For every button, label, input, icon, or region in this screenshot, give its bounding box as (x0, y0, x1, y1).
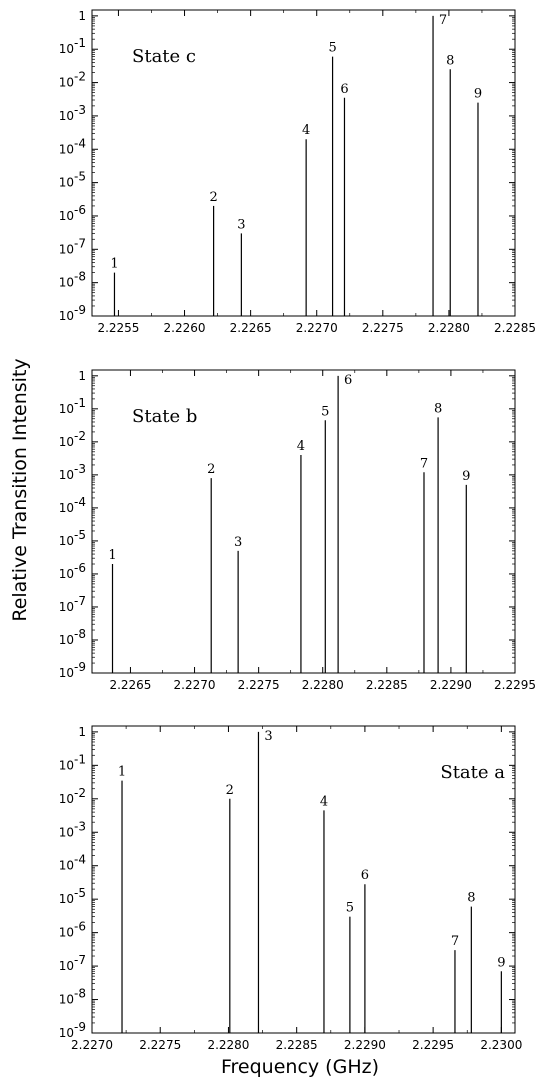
y-tick-label: 10-8 (59, 987, 86, 1007)
peak-label-8: 8 (434, 401, 442, 416)
x-tick-label: 2.2285 (366, 678, 408, 692)
y-tick-label: 10-9 (59, 303, 86, 323)
y-tick-label: 10-8 (59, 627, 86, 647)
chart-panel-1: 10-9 10-8 10-7 10-6 10-5 10-4 10-3 10-2 10-1 1 2.2… (59, 9, 536, 335)
peak-label-1: 1 (110, 257, 118, 272)
y-tick-label: 10-7 (59, 953, 86, 973)
y-tick-label: 10-5 (59, 886, 86, 906)
y-tick-label: 10-7 (59, 594, 86, 614)
x-tick-label: 2.2295 (412, 1038, 454, 1052)
peak-label-4: 4 (320, 794, 328, 809)
peak-label-6: 6 (340, 82, 348, 97)
y-tick-label: 10-6 (59, 920, 86, 940)
y-tick-label: 10-1 (59, 752, 86, 772)
peak-label-3: 3 (234, 535, 242, 550)
x-tick-label: 2.2265 (109, 678, 151, 692)
x-tick-label: 2.2295 (494, 678, 536, 692)
peak-label-4: 4 (297, 439, 305, 454)
y-tick-label: 10-1 (59, 396, 86, 416)
y-tick-label: 10-2 (59, 786, 86, 806)
x-tick-label: 2.2285 (276, 1038, 318, 1052)
y-tick-label: 10-4 (59, 136, 86, 156)
x-tick-label: 2.2290 (344, 1038, 386, 1052)
peak-label-2: 2 (209, 190, 217, 205)
y-tick-label: 10-2 (59, 70, 86, 90)
x-tick-label: 2.2280 (302, 678, 344, 692)
peak-label-2: 2 (207, 462, 215, 477)
x-tick-label: 2.2275 (362, 321, 404, 335)
peak-label-5: 5 (321, 404, 329, 419)
peak-label-9: 9 (497, 955, 505, 970)
peak-label-1: 1 (118, 765, 126, 780)
x-tick-label: 2.2265 (230, 321, 272, 335)
y-tick-label: 10-6 (59, 561, 86, 581)
peak-label-9: 9 (474, 87, 482, 102)
x-tick-label: 2.2290 (430, 678, 472, 692)
peak-label-4: 4 (302, 123, 310, 138)
x-tick-label: 2.2275 (139, 1038, 181, 1052)
y-tick-label: 10-5 (59, 170, 86, 190)
y-tick-label: 10-5 (59, 528, 86, 548)
x-tick-label: 2.2270 (71, 1038, 113, 1052)
y-tick-label: 10-8 (59, 270, 86, 290)
y-tick-label: 10-1 (59, 36, 86, 56)
x-tick-label: 2.2275 (238, 678, 280, 692)
peak-label-7: 7 (451, 934, 459, 949)
x-axis-label: Frequency (GHz) (220, 1056, 379, 1078)
plot-frame (91, 9, 516, 317)
peak-label-1: 1 (108, 548, 116, 563)
state-label: State c (132, 46, 196, 67)
plot-frame (91, 369, 516, 674)
peak-label-3: 3 (264, 729, 272, 744)
y-axis-label-wrap: Relative Transition Intensity (0, 280, 40, 700)
y-tick-label: 10-4 (59, 495, 86, 515)
peak-label-3: 3 (237, 217, 245, 232)
y-tick-label: 10-6 (59, 203, 86, 223)
y-tick-label: 10-3 (59, 462, 86, 482)
y-tick-label: 1 (78, 725, 86, 739)
x-tick-label: 2.2270 (174, 678, 216, 692)
peak-label-8: 8 (446, 53, 454, 68)
x-tick-label: 2.2285 (494, 321, 536, 335)
peak-label-7: 7 (420, 456, 428, 471)
y-tick-label: 1 (78, 369, 86, 383)
peak-label-9: 9 (462, 469, 470, 484)
plot-frame (91, 725, 516, 1034)
y-tick-label: 10-3 (59, 103, 86, 123)
x-tick-label: 2.2300 (480, 1038, 522, 1052)
y-tick-label: 10-4 (59, 853, 86, 873)
x-tick-label: 2.2270 (296, 321, 338, 335)
y-tick-label: 10-7 (59, 236, 86, 256)
peak-label-6: 6 (344, 373, 352, 388)
y-axis-label: Relative Transition Intensity (9, 358, 31, 622)
y-tick-label: 10-9 (59, 1020, 86, 1040)
x-tick-label: 2.2260 (164, 321, 206, 335)
peak-label-2: 2 (226, 783, 234, 798)
chart-panel-2: 10-9 10-8 10-7 10-6 10-5 10-4 10-3 10-2 10-1 1 2.2… (59, 369, 536, 692)
y-tick-label: 10-3 (59, 819, 86, 839)
peak-label-5: 5 (328, 41, 336, 56)
peak-label-7: 7 (439, 13, 447, 28)
state-label: State a (440, 762, 505, 783)
y-tick-label: 10-2 (59, 429, 86, 449)
peak-label-6: 6 (361, 868, 369, 883)
y-tick-label: 10-9 (59, 660, 86, 680)
state-label: State b (132, 406, 197, 427)
y-tick-label: 1 (78, 9, 86, 23)
x-tick-label: 2.2255 (97, 321, 139, 335)
chart-panel-3: 10-9 10-8 10-7 10-6 10-5 10-4 10-3 10-2 10-1 1 2.2… (59, 725, 523, 1052)
x-tick-label: 2.2280 (428, 321, 470, 335)
peak-label-5: 5 (346, 901, 354, 916)
peak-label-8: 8 (467, 891, 475, 906)
x-tick-label: 2.2280 (207, 1038, 249, 1052)
